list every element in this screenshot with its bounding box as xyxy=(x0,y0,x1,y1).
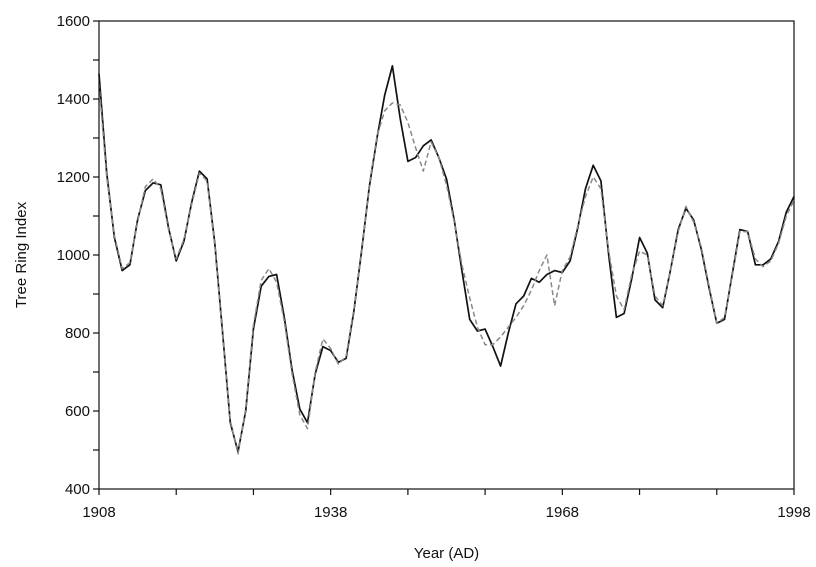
y-tick-label: 1600 xyxy=(57,13,90,30)
x-tick-label: 1908 xyxy=(82,504,115,521)
x-axis-ticks: 1908 1938 1968 1998 xyxy=(82,489,811,521)
y-tick-label: 400 xyxy=(65,481,90,498)
series-layer xyxy=(98,65,795,455)
y-tick-label: 600 xyxy=(65,403,90,420)
x-tick-label: 1998 xyxy=(777,504,810,521)
y-tick-label: 1400 xyxy=(57,91,90,108)
series-line-dashed xyxy=(98,83,795,455)
y-tick-label: 1200 xyxy=(57,169,90,186)
x-axis-label: Year (AD) xyxy=(414,545,479,562)
y-axis-ticks: 400 600 800 1000 1200 1400 1600 xyxy=(57,13,99,498)
series-line-solid xyxy=(98,65,795,453)
x-tick-label: 1968 xyxy=(546,504,579,521)
plot-area-frame xyxy=(98,20,795,490)
y-axis-label: Tree Ring Index xyxy=(13,201,30,308)
x-tick-label: 1938 xyxy=(314,504,347,521)
y-tick-label: 800 xyxy=(65,325,90,342)
y-tick-label: 1000 xyxy=(57,247,90,264)
